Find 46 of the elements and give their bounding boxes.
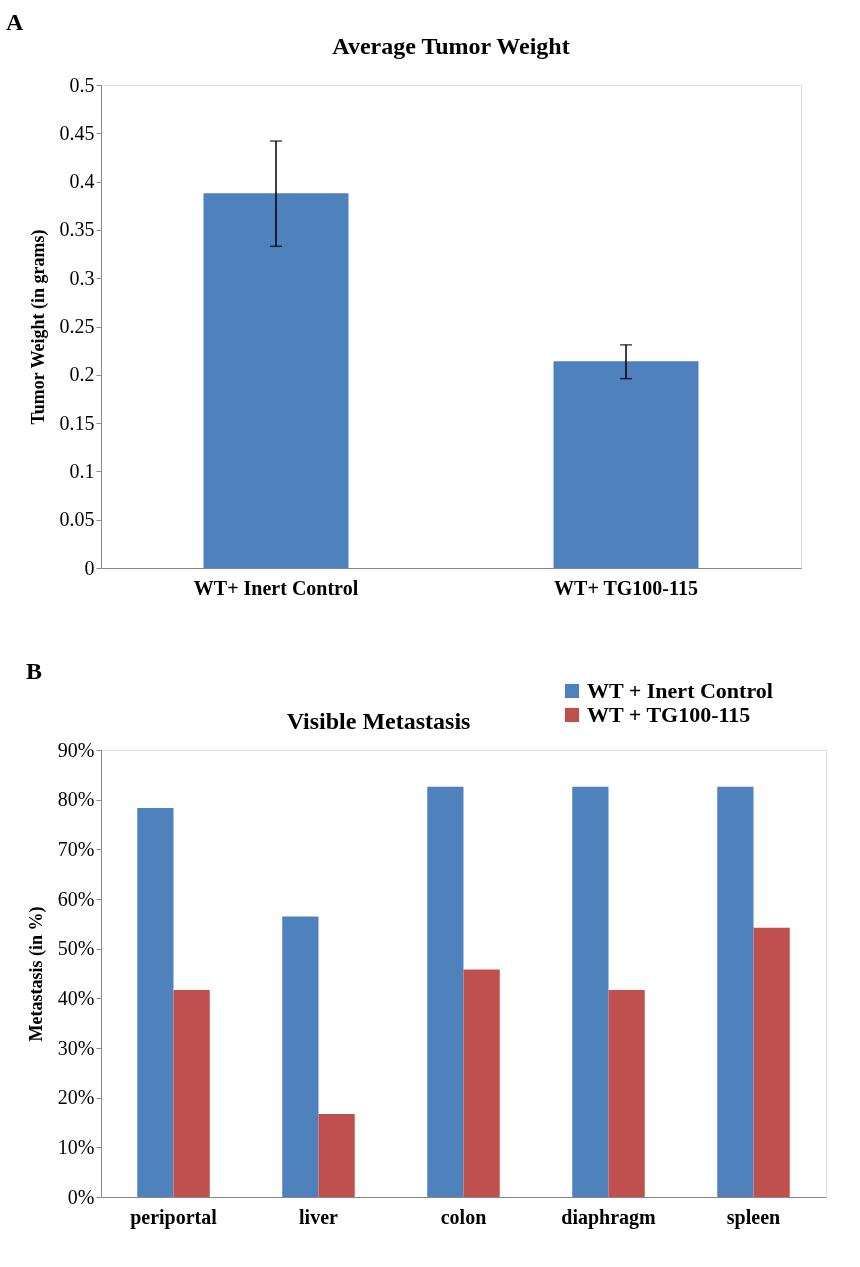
y-tick-label: 0	[84, 556, 95, 579]
y-axis-title: Tumor Weight (in grams)	[27, 229, 49, 425]
y-tick-label: 70%	[57, 837, 95, 860]
x-tick-label: spleen	[726, 1205, 781, 1229]
legend-label: WT + TG100-115	[587, 702, 751, 727]
y-tick-label: 0.3	[69, 266, 95, 289]
bar	[282, 916, 319, 1197]
y-tick-label: 90%	[57, 738, 95, 761]
bar	[572, 786, 609, 1197]
y-tick-label: 60%	[57, 887, 95, 910]
y-tick-label: 40%	[57, 986, 95, 1009]
bar	[137, 808, 174, 1197]
bar	[318, 1114, 355, 1197]
y-tick-label: 50%	[57, 937, 95, 960]
y-tick-label: 0.45	[59, 121, 95, 144]
y-tick-label: 0.4	[69, 170, 95, 193]
bar	[717, 786, 754, 1197]
bar	[753, 927, 790, 1197]
y-tick-label: 0.35	[59, 218, 95, 241]
x-tick-label: diaphragm	[561, 1205, 657, 1229]
y-tick-label: 80%	[57, 788, 95, 811]
y-tick-label: 30%	[57, 1036, 95, 1059]
text: B	[26, 658, 43, 684]
y-tick-label: 0.05	[59, 508, 95, 531]
y-tick-label: 0.5	[69, 73, 95, 96]
y-tick-label: 0%	[67, 1185, 95, 1208]
text: A	[6, 9, 24, 35]
bar	[427, 786, 464, 1197]
y-tick-label: 0.25	[59, 315, 95, 337]
y-tick-label: 0.15	[59, 411, 95, 434]
y-tick-label: 20%	[57, 1086, 95, 1109]
x-tick-label: WT+ TG100-115	[554, 576, 698, 599]
bar	[463, 969, 500, 1197]
x-tick-label: liver	[299, 1205, 339, 1228]
y-axis-title: Metastasis (in %)	[25, 906, 47, 1042]
legend-label: WT + Inert Control	[587, 678, 773, 703]
bar	[608, 989, 645, 1197]
y-tick-label: 0.2	[69, 363, 95, 386]
y-tick-label: 0.1	[69, 459, 95, 482]
y-tick-label: 10%	[57, 1135, 95, 1158]
chart-title: Visible Metastasis	[286, 708, 471, 734]
chart-title: Average Tumor Weight	[332, 33, 570, 59]
bar	[173, 989, 210, 1197]
x-tick-label: periportal	[130, 1205, 218, 1229]
x-tick-label: colon	[440, 1205, 487, 1228]
x-tick-label: WT+ Inert Control	[193, 576, 359, 599]
